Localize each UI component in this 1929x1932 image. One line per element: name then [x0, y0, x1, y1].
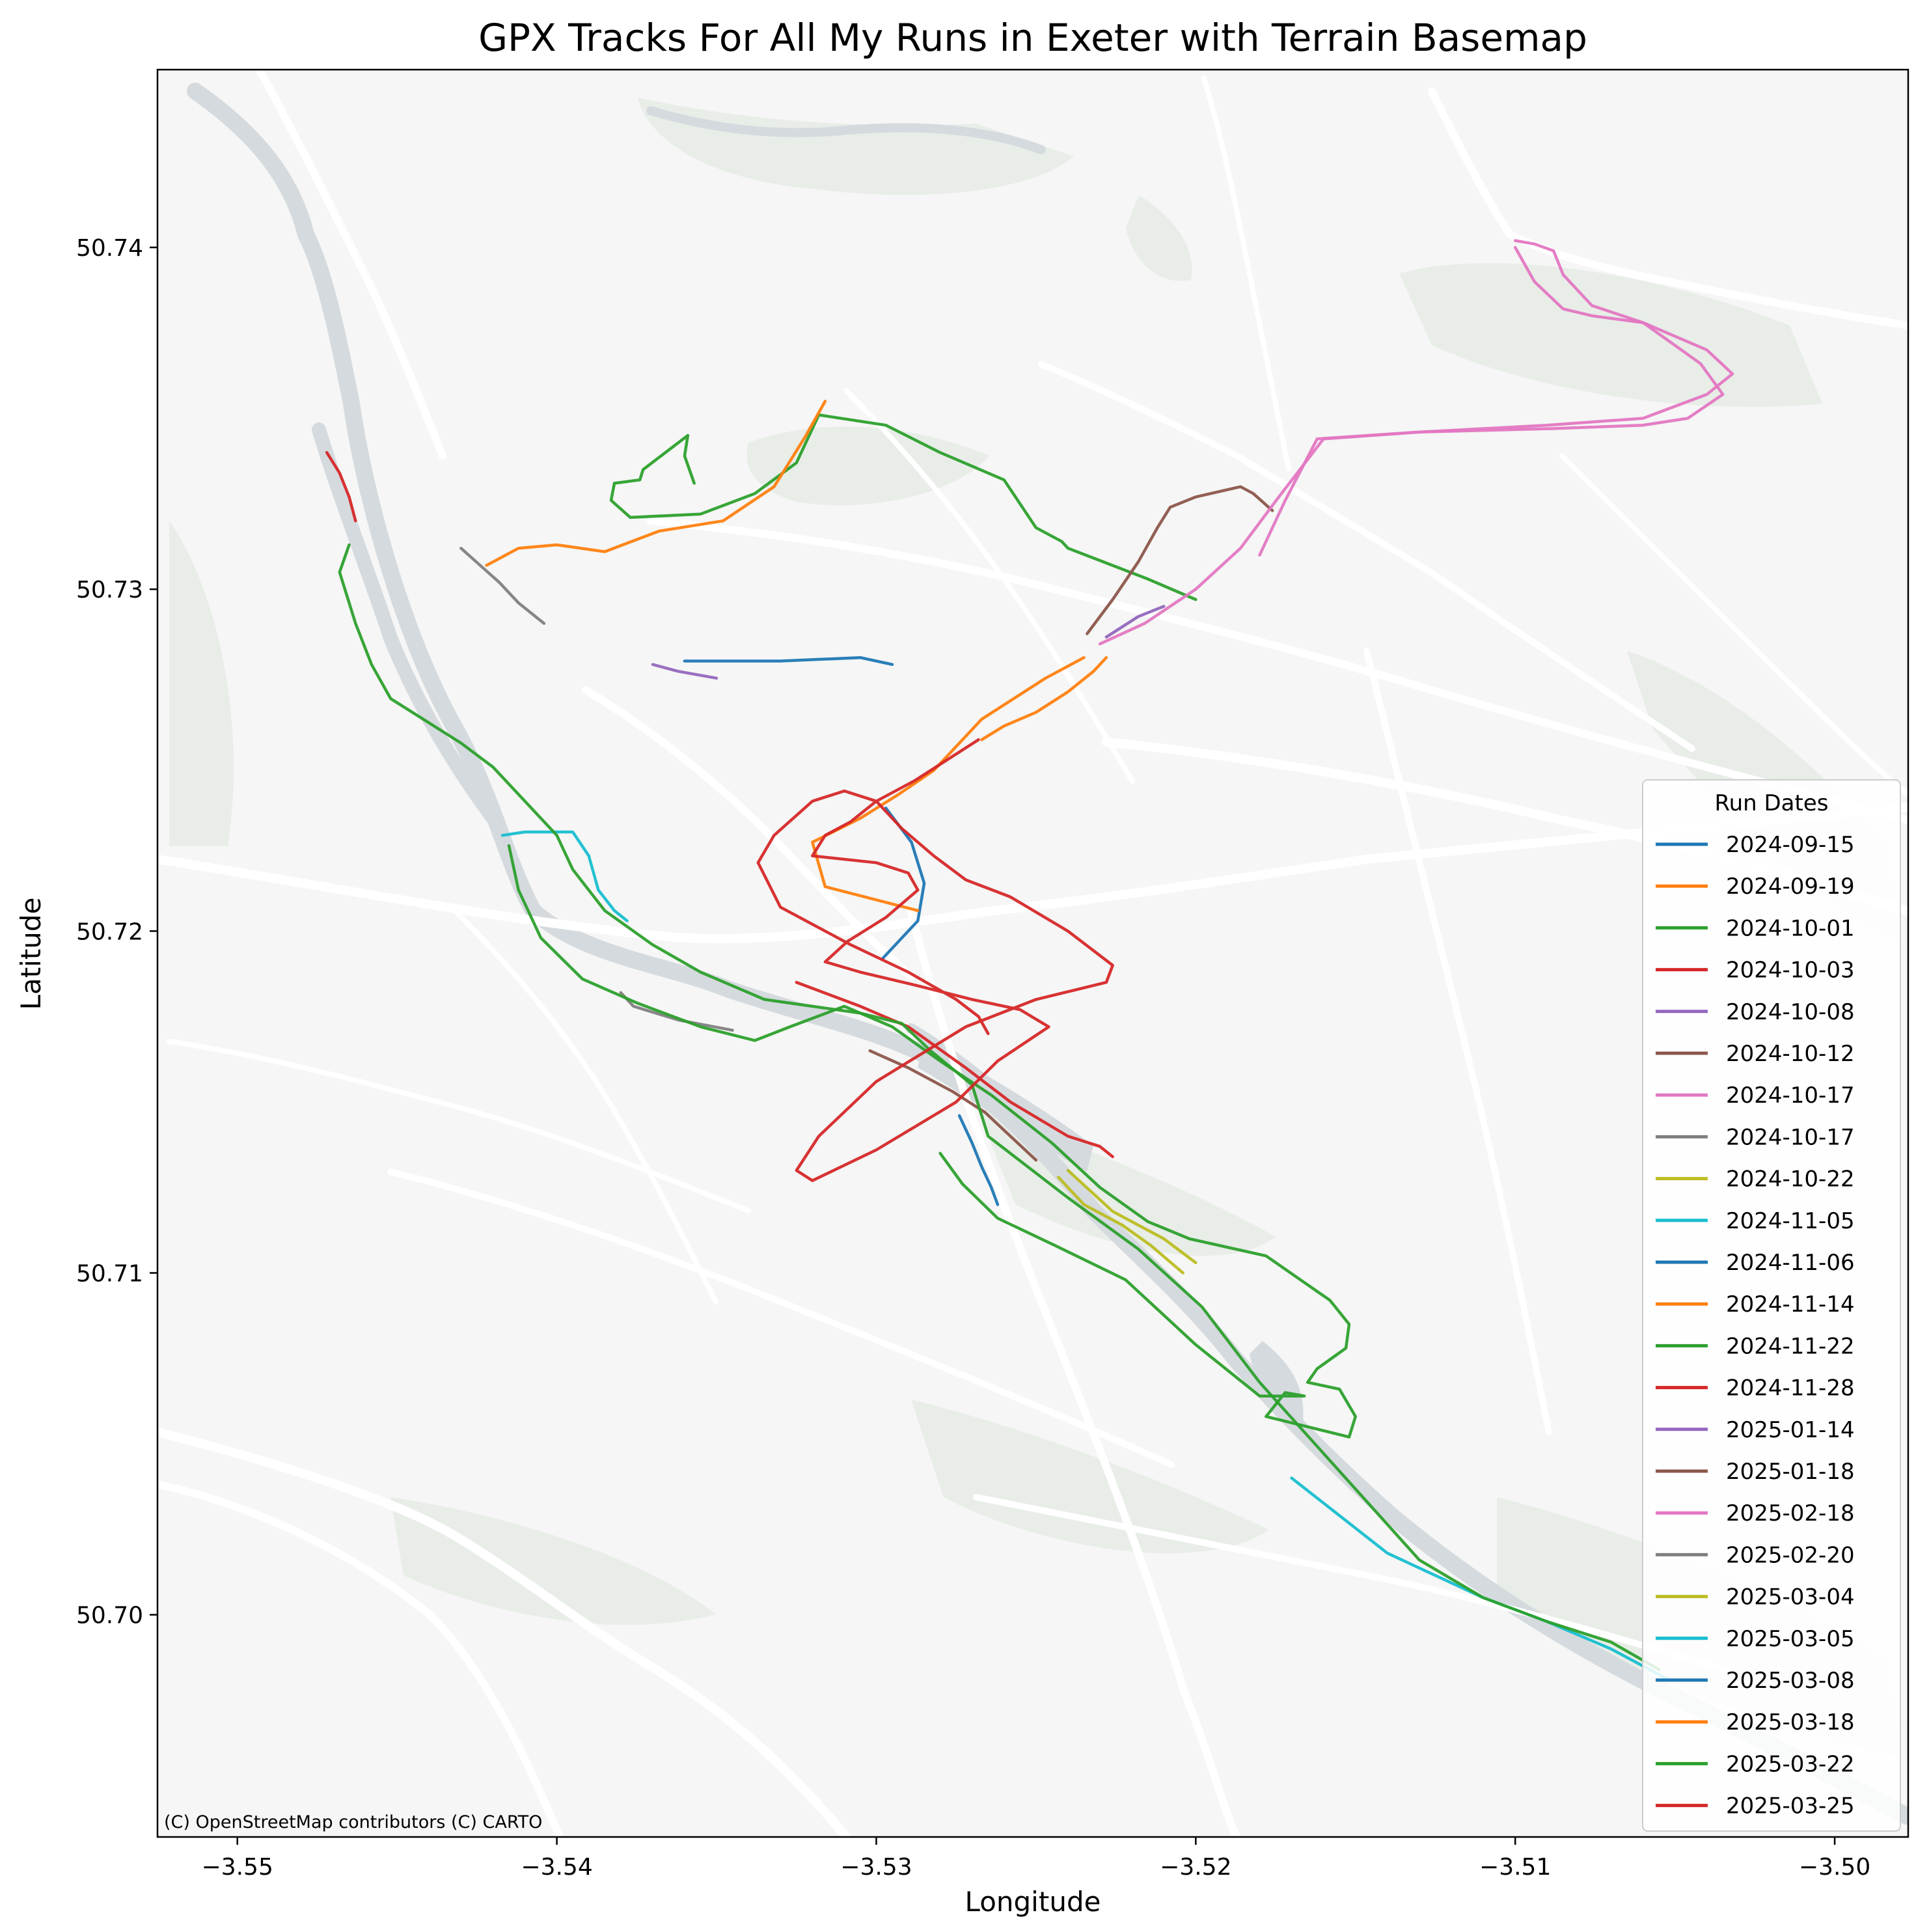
x-tick-label: −3.53: [840, 1854, 912, 1881]
y-axis-label: Latitude: [15, 898, 47, 1010]
legend-label: 2025-02-20: [1726, 1542, 1855, 1568]
x-tick-label: −3.55: [202, 1854, 273, 1881]
x-tick-label: −3.54: [521, 1854, 592, 1881]
track-2024-10-22-8: [1057, 1176, 1184, 1275]
legend-label: 2024-11-05: [1726, 1208, 1855, 1234]
track-2025-02-20-17: [459, 546, 546, 625]
track-2024-11-22-12: [507, 844, 1358, 1439]
y-tick-label: 50.72: [76, 918, 143, 945]
tracks-layer: [325, 239, 1734, 1681]
track-2024-10-08-4: [1104, 605, 1166, 639]
legend-label: 2024-10-12: [1726, 1041, 1855, 1067]
legend-label: 2024-10-17: [1726, 1083, 1855, 1109]
track-2025-01-14-14: [651, 663, 718, 680]
legend-box: [1642, 779, 1901, 1832]
legend-label: 2024-10-17: [1726, 1124, 1855, 1150]
legend-label: 2025-03-04: [1726, 1584, 1855, 1610]
track-2024-10-01-2: [609, 413, 1197, 601]
legend-label: 2024-11-14: [1726, 1291, 1855, 1318]
legend-label: 2024-10-08: [1726, 999, 1855, 1025]
track-2025-02-18-16: [1098, 239, 1725, 646]
legend-label: 2025-03-22: [1726, 1751, 1855, 1777]
track-2024-11-05-9: [500, 830, 629, 922]
legend-label: 2024-10-01: [1726, 915, 1855, 941]
legend-label: 2025-03-25: [1726, 1793, 1855, 1819]
legend-title: Run Dates: [1715, 790, 1829, 816]
legend-label: 2024-11-06: [1726, 1250, 1855, 1276]
track-2025-03-18-21: [980, 656, 1108, 741]
x-axis-ticks: −3.55 −3.54 −3.53 −3.52 −3.51 −3.50: [202, 1837, 1870, 1881]
y-tick-label: 50.73: [76, 577, 143, 603]
legend-label: 2024-09-19: [1726, 874, 1855, 900]
track-2025-03-08-20: [683, 656, 894, 667]
legend-label: 2024-10-22: [1726, 1166, 1855, 1193]
legend-label: 2025-01-18: [1726, 1459, 1855, 1485]
legend-label: 2024-09-15: [1726, 832, 1855, 858]
track-2025-03-25-23: [756, 738, 1114, 1182]
x-tick-label: −3.52: [1160, 1854, 1231, 1881]
legend-label: 2025-02-18: [1726, 1500, 1855, 1526]
track-2024-10-03-3: [325, 450, 357, 523]
legend-label: 2025-03-08: [1726, 1668, 1855, 1694]
attribution-text: (C) OpenStreetMap contributors (C) CARTO: [164, 1812, 542, 1832]
legend-label: 2024-11-28: [1726, 1375, 1855, 1401]
track-2024-11-28-13: [795, 980, 1114, 1159]
track-2025-03-22-22: [338, 543, 1661, 1671]
chart-title: GPX Tracks For All My Runs in Exeter wit…: [478, 16, 1587, 60]
legend-label: 2024-10-03: [1726, 958, 1855, 984]
basemap-roads: [157, 70, 1908, 1837]
x-tick-label: −3.50: [1799, 1854, 1870, 1881]
x-tick-label: −3.51: [1479, 1854, 1551, 1881]
y-tick-label: 50.70: [76, 1603, 143, 1629]
legend: Run Dates 2024-09-15 2024-09-19 2024-10-01…: [1642, 779, 1901, 1832]
track-2024-11-06-10: [957, 1114, 1000, 1206]
legend-label: 2025-01-14: [1726, 1417, 1855, 1443]
y-tick-label: 50.71: [76, 1261, 143, 1288]
x-axis-label: Longitude: [965, 1886, 1101, 1918]
track-2024-10-12-5: [1086, 485, 1274, 635]
plot-frame: [156, 68, 1909, 1838]
legend-items: 2024-09-15 2024-09-19 2024-10-01 2024-10-03…: [1656, 832, 1855, 1819]
y-tick-label: 50.74: [76, 235, 143, 262]
legend-label: 2025-03-18: [1726, 1709, 1855, 1735]
legend-label: 2024-11-22: [1726, 1333, 1855, 1359]
track-2025-03-04-18: [1066, 1168, 1197, 1265]
legend-label: 2025-03-05: [1726, 1626, 1855, 1652]
track-2024-09-19-1: [811, 656, 1086, 913]
track-2024-11-14-11: [485, 400, 827, 567]
y-axis-ticks: 50.70 50.71 50.72 50.73 50.74: [76, 235, 157, 1629]
